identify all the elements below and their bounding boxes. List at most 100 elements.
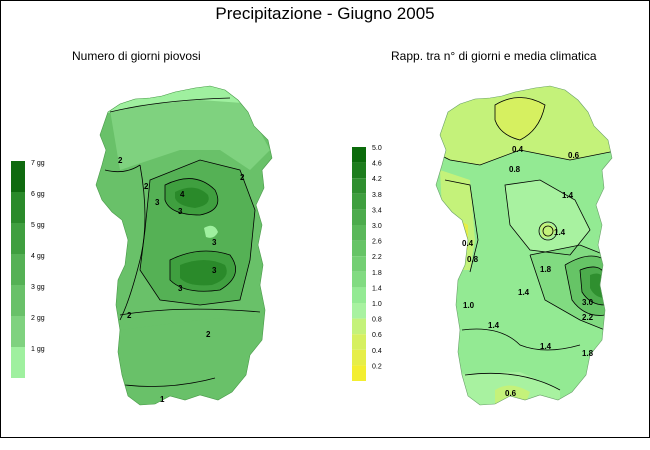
legend-swatch: [352, 271, 366, 288]
right-label-0.4b: 0.4: [462, 239, 474, 248]
right-label-1.8b: 1.8: [582, 349, 594, 358]
legend-swatch: [11, 285, 25, 316]
legend-swatch: [352, 193, 366, 210]
legend-label: 1.4: [372, 285, 382, 292]
right-label-0.4a: 0.4: [512, 145, 524, 154]
legend-swatch: [352, 209, 366, 225]
legend-swatch: [11, 192, 25, 223]
legend-swatch: [11, 347, 25, 378]
legend-swatch: [11, 161, 25, 192]
right-label-0.8b: 0.8: [467, 255, 479, 264]
legend-label: 7 gg: [31, 160, 45, 167]
left-contour-south: [119, 308, 261, 316]
left-legend: 7 gg 6 gg 5 gg 4 gg 3 gg 2 gg 1 gg: [11, 160, 45, 378]
legend-swatch: [352, 287, 366, 303]
legend-label: 5.0: [372, 145, 382, 152]
legend-swatch: [11, 223, 25, 254]
left-map: [96, 86, 272, 405]
legend-label: 2.6: [372, 239, 382, 246]
left-label-3c: 3: [212, 238, 217, 247]
left-zone-6gg-north: [175, 187, 209, 208]
right-label-1.4d: 1.4: [488, 321, 500, 330]
right-contour-1.0: [504, 179, 591, 256]
legend-label: 5 gg: [31, 222, 45, 229]
left-zone-2gg-north: [110, 86, 270, 170]
right-map: [436, 86, 612, 405]
left-contour-north: [109, 97, 231, 113]
legend-swatch: [352, 240, 366, 257]
left-zone-south: [115, 315, 265, 405]
legend-label: 4 gg: [31, 253, 45, 260]
legend-label: 2 gg: [31, 315, 45, 322]
legend-label: 0.6: [372, 332, 382, 339]
right-label-0.6b: 0.6: [505, 389, 517, 398]
right-label-1.0: 1.0: [463, 301, 475, 310]
right-map-subtitle: Rapp. tra n° di giorni e media climatica: [391, 49, 597, 63]
left-label-3e: 3: [178, 284, 183, 293]
left-contour-3: [139, 159, 256, 306]
right-contour-spot-b: [538, 221, 558, 241]
left-label-2c: 2: [240, 173, 245, 182]
right-label-1.4a: 1.4: [562, 191, 574, 200]
figure-title: Precipitazione - Giugno 2005: [215, 4, 435, 23]
right-contour-1.8: [529, 244, 606, 331]
legend-swatch: [11, 254, 25, 285]
left-contour-labels: 2 2 2 3 3 4 3 3 3 2 2 1: [118, 156, 245, 404]
legend-swatch: [352, 256, 366, 272]
legend-label: 4.2: [372, 176, 382, 183]
right-label-0.8a: 0.8: [509, 165, 521, 174]
legend-swatch: [352, 225, 366, 241]
legend-label: 4.6: [372, 161, 382, 168]
left-contour-1: [124, 377, 216, 387]
right-contour-1.0-south: [464, 372, 561, 391]
left-label-2b: 2: [144, 182, 149, 191]
legend-swatch: [352, 162, 366, 179]
left-zone-6gg: [180, 260, 227, 286]
legend-label: 0.4: [372, 348, 382, 355]
right-coastline: [435, 85, 613, 406]
left-label-3b: 3: [178, 207, 183, 216]
right-contour-labels: 0.4 0.8 0.6 0.4 0.8 1.4 1.4 1.8 1.4 1.0 …: [462, 145, 594, 398]
legend-label: 6 gg: [31, 191, 45, 198]
legend-label: 3 gg: [31, 284, 45, 291]
right-contour-0.8-north: [436, 149, 612, 166]
legend-swatch: [352, 365, 366, 381]
right-contour-spot-a: [542, 225, 554, 237]
left-contour-2: [104, 164, 146, 321]
right-label-1.4e: 1.4: [540, 342, 552, 351]
left-coastline: [95, 85, 273, 406]
legend-swatch: [352, 303, 366, 319]
right-label-1.4b: 1.4: [554, 228, 566, 237]
right-label-1.8: 1.8: [540, 265, 552, 274]
legend-label: 3.0: [372, 223, 382, 230]
legend-swatch: [352, 334, 366, 350]
left-label-2d: 2: [127, 311, 132, 320]
legend-swatch: [352, 318, 366, 335]
legend-swatch: [352, 147, 366, 163]
left-label-2a: 2: [118, 156, 123, 165]
left-zone-light-spot: [204, 225, 218, 238]
left-contour-4: [164, 178, 219, 216]
left-label-3a: 3: [155, 198, 160, 207]
left-contour-4b: [169, 250, 237, 292]
left-label-1: 1: [160, 395, 165, 404]
right-contour-0.4: [494, 97, 546, 141]
right-label-2.2: 2.2: [582, 313, 594, 322]
left-label-3d: 3: [212, 266, 217, 275]
legend-label: 1 gg: [31, 346, 45, 353]
legend-label: 3.8: [372, 192, 382, 199]
right-legend: 5.0 4.6 4.2 3.8 3.4 3.0 2.6 2.2 1.8 1.4 1.0 0.8 0.6 0…: [352, 145, 382, 381]
legend-swatch: [352, 178, 366, 194]
right-zone-0.6-north: [495, 97, 545, 140]
legend-label: 0.2: [372, 363, 382, 370]
left-label-4: 4: [180, 190, 185, 199]
legend-label: 0.8: [372, 317, 382, 324]
right-label-0.6: 0.6: [568, 151, 580, 160]
legend-label: 1.8: [372, 270, 382, 277]
legend-label: 2.2: [372, 254, 382, 261]
right-zone-1.0: [505, 180, 590, 255]
left-map-subtitle: Numero di giorni piovosi: [72, 49, 201, 63]
left-label-2e: 2: [206, 330, 211, 339]
right-contour-0.8-west: [444, 179, 479, 273]
